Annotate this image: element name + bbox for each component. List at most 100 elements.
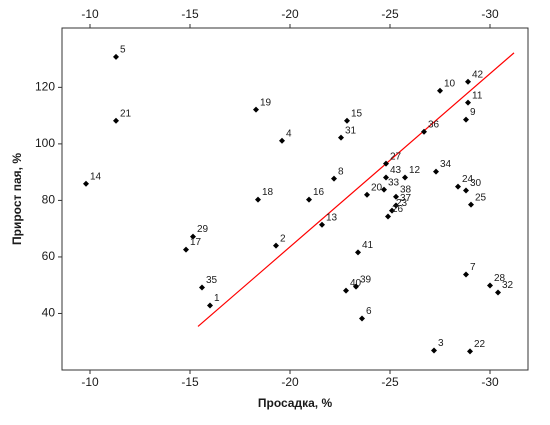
point-label: 17 [190, 237, 202, 248]
point [273, 242, 279, 249]
point [306, 196, 312, 203]
y-tick-label: 80 [42, 193, 56, 207]
point [183, 246, 189, 253]
point-label: 9 [470, 107, 476, 118]
point [463, 116, 469, 123]
point [433, 168, 439, 175]
point [385, 213, 391, 220]
point [455, 183, 461, 190]
point-label: 19 [260, 97, 272, 108]
x-tick-label: -20 [281, 375, 299, 389]
point [113, 117, 119, 124]
point [389, 207, 395, 214]
point-label: 26 [392, 204, 404, 215]
point [344, 117, 350, 124]
point-label: 29 [197, 224, 209, 235]
point-label: 42 [472, 69, 484, 80]
point-label: 23 [396, 198, 408, 209]
point [255, 196, 261, 203]
trend-line [197, 52, 515, 327]
point-label: 30 [470, 178, 482, 189]
point [465, 78, 471, 85]
point [279, 137, 285, 144]
point-label: 11 [472, 90, 483, 101]
point [495, 289, 501, 296]
y-tick-label: 120 [35, 80, 55, 94]
point-label: 18 [262, 187, 274, 198]
point-label: 38 [400, 184, 412, 195]
point [190, 233, 196, 240]
y-tick-label: 100 [35, 136, 55, 150]
x-tick-label: -30 [481, 375, 499, 389]
x-tick-label-top: -25 [381, 7, 399, 21]
point-label: 27 [390, 151, 402, 162]
point-label: 40 [350, 278, 362, 289]
x-axis-label: Просадка, % [258, 396, 333, 410]
point-label: 6 [366, 306, 372, 317]
point [113, 53, 119, 60]
point-label: 12 [409, 165, 421, 176]
point-label: 39 [360, 274, 372, 285]
point [207, 302, 213, 309]
point-label: 3 [438, 338, 444, 349]
point [437, 87, 443, 94]
point-label: 7 [470, 262, 476, 273]
point [421, 128, 427, 135]
point [343, 287, 349, 294]
point-label: 34 [440, 159, 452, 170]
point [383, 160, 389, 167]
point-label: 1 [214, 293, 220, 304]
point [331, 175, 337, 182]
point [487, 282, 493, 289]
point [199, 284, 205, 291]
point-label: 16 [313, 187, 325, 198]
point [431, 347, 437, 354]
point [381, 186, 387, 193]
point-label: 21 [120, 108, 132, 119]
point-label: 20 [371, 182, 383, 193]
point [463, 187, 469, 194]
point-label: 15 [351, 108, 363, 119]
point [83, 180, 89, 187]
point-label: 35 [206, 275, 218, 286]
point [338, 134, 344, 141]
point-label: 41 [362, 240, 374, 251]
point [353, 283, 359, 290]
point-label: 31 [345, 125, 357, 136]
point-label: 24 [462, 174, 474, 185]
x-tick-label-top: -15 [181, 7, 199, 21]
point [393, 202, 399, 209]
point [364, 191, 370, 198]
point-label: 10 [444, 78, 456, 89]
point [402, 174, 408, 181]
point [465, 99, 471, 106]
y-tick-label: 60 [42, 249, 56, 263]
plot-area [61, 27, 529, 371]
point [463, 271, 469, 278]
point-label: 37 [400, 193, 412, 204]
x-tick-label: -25 [381, 375, 399, 389]
point-label: 32 [502, 280, 514, 291]
point [393, 193, 399, 200]
point [253, 106, 259, 113]
point-label: 13 [326, 212, 338, 223]
y-axis-label: Прирост пая, % [10, 153, 24, 245]
x-tick-label: -10 [81, 375, 99, 389]
point [467, 348, 473, 355]
point-label: 8 [338, 166, 344, 177]
point [355, 249, 361, 256]
point [359, 315, 365, 322]
point-label: 28 [494, 273, 506, 284]
point [383, 174, 389, 181]
x-tick-label: -15 [181, 375, 199, 389]
point [319, 221, 325, 228]
x-tick-label-top: -20 [281, 7, 299, 21]
point-label: 5 [120, 44, 126, 55]
point-label: 33 [388, 177, 400, 188]
y-tick-label: 40 [42, 306, 56, 320]
point-label: 14 [90, 171, 102, 182]
x-tick-label-top: -30 [481, 7, 499, 21]
point-label: 2 [280, 233, 286, 244]
x-tick-label-top: -10 [81, 7, 99, 21]
